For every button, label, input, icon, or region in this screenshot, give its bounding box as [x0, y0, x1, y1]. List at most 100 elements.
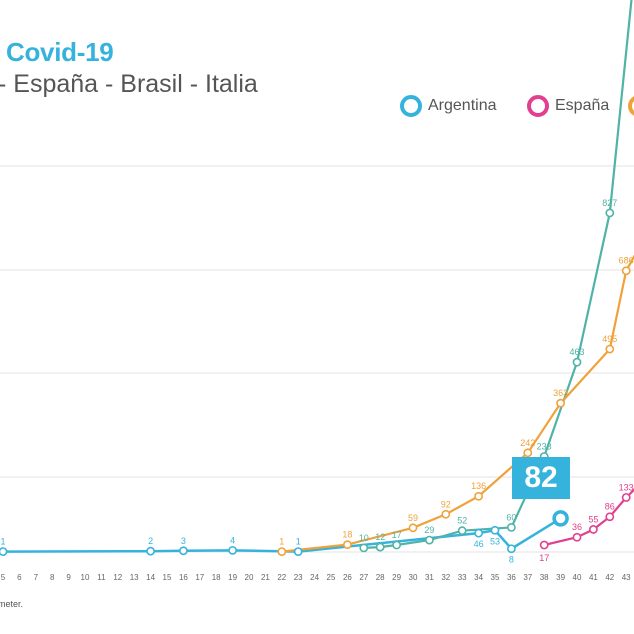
- data-label: 92: [441, 499, 451, 509]
- data-point: [556, 398, 565, 408]
- data-point: [359, 543, 369, 553]
- x-tick-label: 27: [359, 573, 368, 582]
- x-tick-label: 29: [392, 573, 401, 582]
- x-tick-label: 35: [491, 573, 500, 582]
- series-line: [363, 0, 633, 549]
- data-point: [228, 545, 237, 555]
- data-point: [457, 526, 467, 536]
- legend-item-espana: España: [527, 93, 609, 119]
- x-tick-label: 8: [50, 573, 55, 582]
- data-label: 686: [619, 256, 634, 266]
- x-tick-label: 38: [540, 573, 549, 582]
- data-point: [589, 525, 598, 534]
- x-tick-label: 24: [310, 573, 319, 582]
- x-tick-label: 32: [441, 573, 450, 582]
- legend: Argentina España: [0, 93, 634, 119]
- data-point: [506, 523, 516, 532]
- data-point: [506, 544, 516, 554]
- data-label: 133: [619, 482, 634, 492]
- data-label: 36: [572, 522, 582, 532]
- x-tick-label: 19: [228, 573, 237, 582]
- data-label: 29: [424, 525, 434, 535]
- data-label: 12: [375, 532, 385, 542]
- x-tick-label: 7: [34, 573, 39, 582]
- data-point: [474, 491, 483, 501]
- data-label: 55: [588, 514, 598, 524]
- data-point: [146, 546, 155, 556]
- data-point: [572, 532, 582, 542]
- x-tick-label: 16: [179, 573, 188, 582]
- legend-label: Argentina: [428, 97, 497, 114]
- x-tick-label: 18: [212, 573, 221, 582]
- x-tick-label: 21: [261, 573, 270, 582]
- x-tick-label: 28: [376, 573, 385, 582]
- data-point: [293, 547, 303, 556]
- data-point: [441, 509, 451, 519]
- series-line: [281, 254, 634, 553]
- x-tick-label: 41: [589, 573, 598, 582]
- data-label: 17: [539, 553, 549, 563]
- chart-title: Covid-19: [6, 37, 114, 67]
- x-tick-label: 36: [507, 573, 516, 582]
- x-tick-label: 30: [409, 573, 418, 582]
- data-point: [178, 546, 188, 556]
- data-label: 17: [392, 530, 402, 540]
- data-point: [424, 535, 434, 545]
- x-tick-label: 20: [245, 573, 254, 582]
- series-line: [543, 488, 634, 547]
- data-label: 136: [471, 481, 486, 491]
- data-label: 1: [296, 537, 301, 547]
- x-tick-label: 40: [573, 573, 582, 582]
- x-tick-label: 15: [163, 573, 172, 582]
- data-label: 495: [602, 334, 617, 344]
- x-tick-label: 25: [327, 573, 336, 582]
- data-label: 463: [569, 347, 584, 357]
- data-label: 60: [506, 512, 516, 522]
- data-point: [605, 512, 615, 522]
- data-point: [621, 266, 631, 276]
- data-label: 52: [457, 516, 467, 526]
- data-label: 2: [148, 536, 153, 546]
- data-point: [392, 540, 401, 550]
- x-tick-label: 5: [1, 573, 6, 582]
- x-tick-label: 11: [97, 573, 106, 582]
- legend-marker-icon: [527, 95, 549, 117]
- data-point: [342, 540, 352, 550]
- x-tick-label: 22: [277, 573, 286, 582]
- data-label: 1: [279, 537, 284, 547]
- data-label: 8: [509, 555, 514, 565]
- data-point: [552, 510, 569, 527]
- data-label: 827: [602, 198, 617, 208]
- x-tick-label: 10: [81, 573, 90, 582]
- legend-marker-icon: [400, 95, 422, 117]
- data-point: [277, 547, 287, 556]
- data-label: 86: [605, 502, 615, 512]
- data-label: 59: [408, 513, 418, 523]
- data-label: 1: [0, 537, 5, 547]
- data-label: 46: [474, 539, 484, 549]
- data-label: 4: [230, 535, 235, 545]
- x-tick-label: 39: [556, 573, 565, 582]
- data-point: [523, 448, 533, 458]
- chart-subtitle: - España - Brasil - Italia: [0, 70, 258, 98]
- legend-label: España: [555, 97, 610, 114]
- data-label: 233: [537, 441, 552, 451]
- x-tick-label: 43: [622, 573, 631, 582]
- x-tick-label: 13: [130, 573, 139, 582]
- legend-item-partial: [628, 93, 634, 119]
- x-tick-label: 14: [146, 573, 155, 582]
- data-point: [474, 528, 483, 538]
- data-label: 242: [520, 438, 535, 448]
- data-label: 363: [553, 388, 568, 398]
- legend-item-argentina: Argentina: [400, 93, 497, 119]
- data-point: [375, 542, 385, 552]
- x-tick-label: 42: [605, 573, 614, 582]
- data-point: [490, 525, 500, 535]
- data-point: [408, 523, 418, 533]
- data-point: [605, 344, 615, 354]
- x-tick-label: 17: [195, 573, 204, 582]
- series-line: [0, 517, 562, 553]
- data-point: [605, 208, 615, 218]
- data-point: [539, 540, 549, 550]
